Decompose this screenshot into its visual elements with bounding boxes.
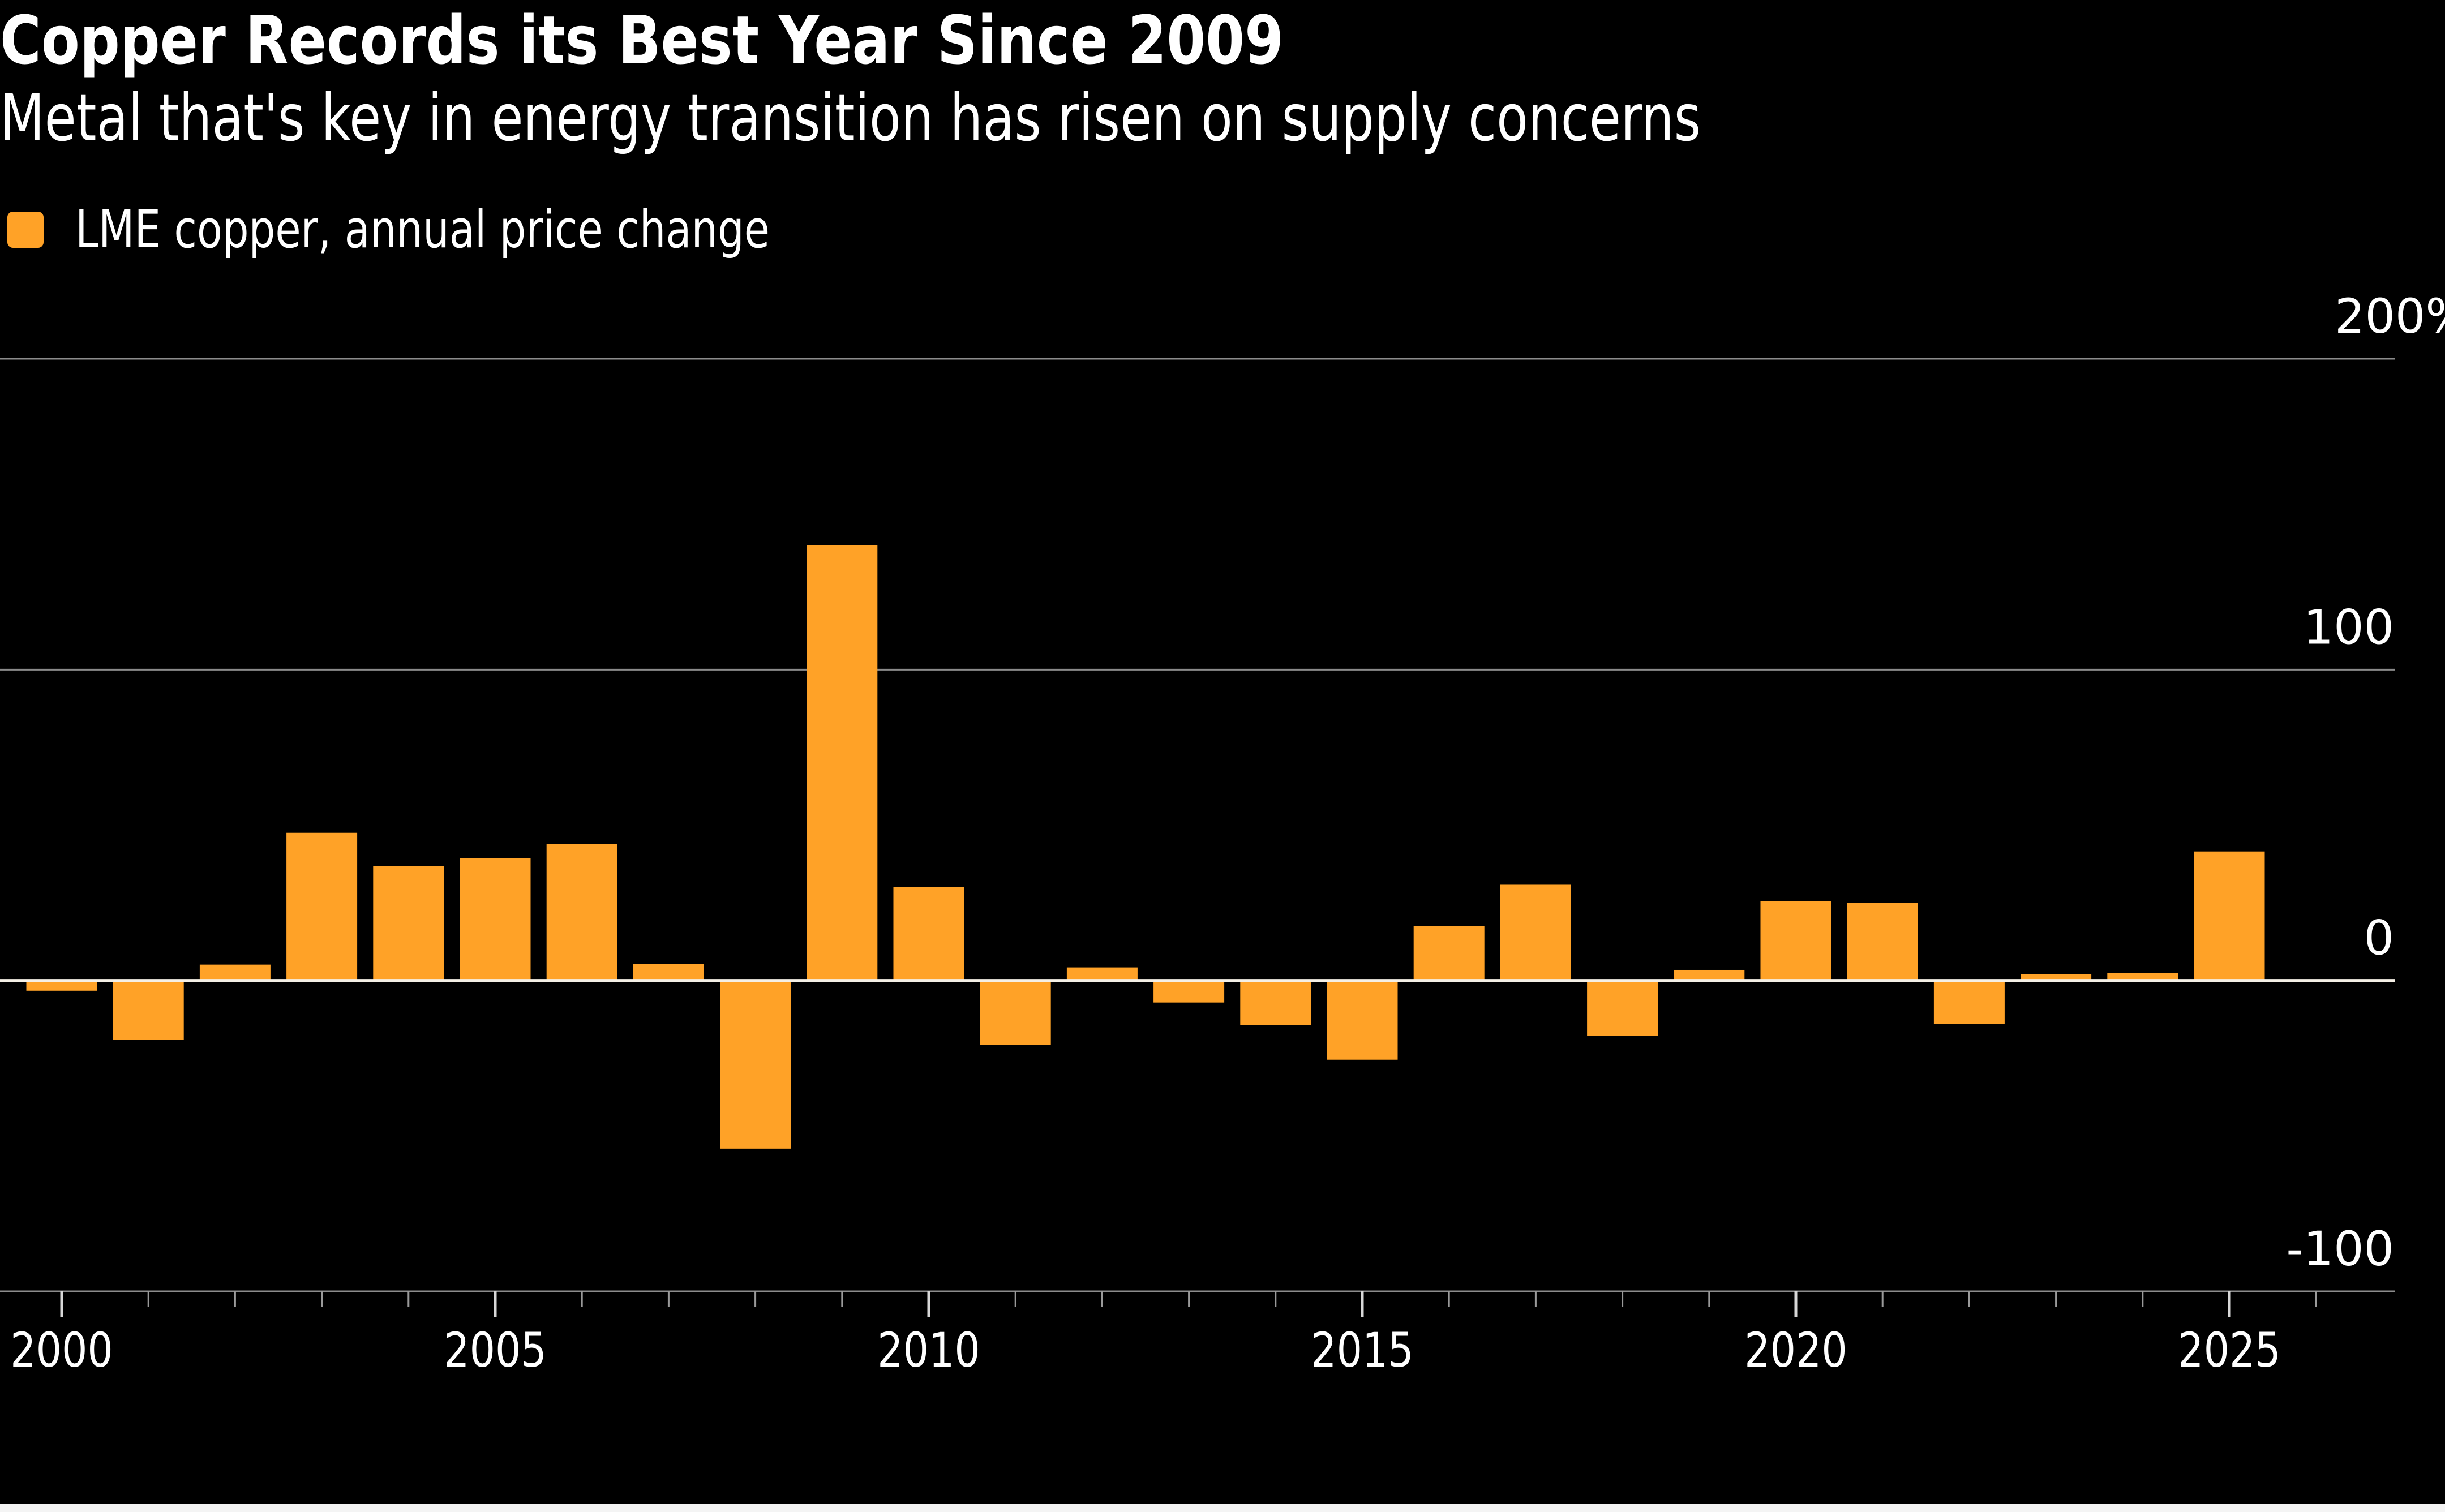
y-tick-label: -100 [2286,1221,2394,1277]
bar-2018 [1587,980,1658,1036]
y-tick-label: 100 [2304,599,2394,655]
bar-2022 [1933,980,2005,1024]
bar-2014 [1240,980,1311,1025]
x-tick-label: 2010 [877,1323,980,1378]
bar-2015 [1327,980,1398,1060]
bar-2009 [807,545,878,981]
bar-2007 [633,964,704,981]
bar-2005 [460,858,531,981]
bar-2019 [1674,969,1745,981]
bar-2010 [893,887,964,981]
x-tick-label: 2020 [1744,1323,1847,1378]
bar-2011 [980,980,1051,1045]
y-tick-label: 200% [2335,289,2445,344]
x-tick-label: 2015 [1311,1323,1414,1378]
bottom-strip [0,1504,2445,1512]
bar-2025 [2194,851,2265,981]
y-axis-labels: 200% 100 0 -100 [2286,289,2445,1277]
bar-2023 [2021,974,2092,981]
bar-2001 [113,980,184,1040]
legend: LME copper, annual price change [7,201,943,258]
bar-2021 [1847,903,1918,981]
x-tick-label: 2005 [444,1323,547,1378]
bar-2002 [199,964,271,981]
bar-2004 [373,866,444,981]
bar-2017 [1500,884,1571,981]
bars [26,545,2265,1149]
legend-label: LME copper, annual price change [75,199,770,260]
bar-2008 [720,980,791,1149]
chart-subtitle: Metal that's key in energy transition ha… [0,80,1701,156]
x-tick-label: 2025 [2178,1323,2281,1378]
x-tick-label: 2000 [10,1323,113,1378]
y-tick-label: 0 [2364,910,2394,966]
bar-2012 [1066,967,1138,981]
gridlines [0,358,2395,1292]
bar-2000 [26,980,97,991]
bar-2020 [1760,901,1831,981]
bar-2024 [2107,973,2178,981]
chart-title: Copper Records its Best Year Since 2009 [0,1,1284,79]
x-axis: 2000 2005 2010 2015 2020 2025 [10,1291,2317,1378]
bar-2016 [1413,926,1485,981]
bar-2013 [1153,980,1225,1003]
bar-2003 [286,832,358,981]
bar-2006 [546,844,617,981]
legend-swatch-icon [7,212,44,248]
